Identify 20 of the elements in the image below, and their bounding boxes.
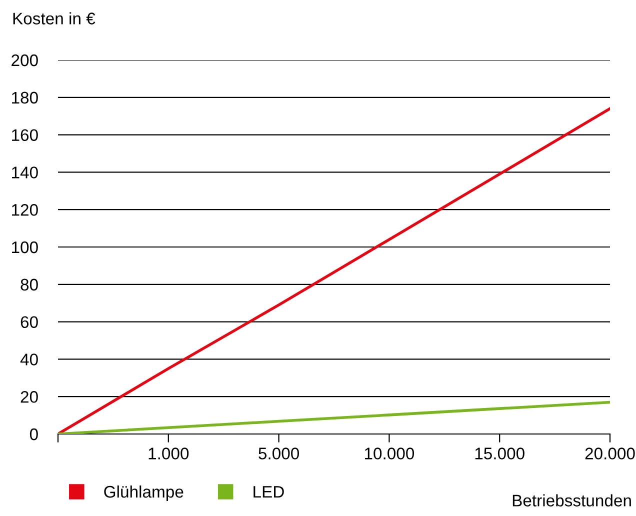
y-tick-label: 100 bbox=[12, 241, 38, 254]
x-axis-title: Betriebsstunden bbox=[512, 494, 631, 506]
x-tick-label: 15.000 bbox=[475, 448, 524, 460]
y-axis-title: Kosten in € bbox=[13, 12, 96, 24]
x-tick-label: 5.000 bbox=[258, 448, 300, 460]
y-tick-label: 120 bbox=[12, 204, 38, 216]
y-tick-label: 20 bbox=[20, 391, 38, 403]
y-tick-label: 80 bbox=[20, 278, 38, 291]
y-tick-label: 200 bbox=[12, 54, 38, 66]
y-tick-label: 180 bbox=[12, 92, 38, 104]
y-tick-label: 140 bbox=[12, 166, 38, 178]
x-tick-label: 20.000 bbox=[585, 448, 635, 460]
y-tick-label: 160 bbox=[12, 129, 38, 142]
y-tick-label: 0 bbox=[30, 428, 38, 440]
x-tick-label: 1.000 bbox=[148, 448, 189, 460]
legend-label: LED bbox=[254, 486, 284, 498]
x-tick-label: 10.000 bbox=[364, 448, 414, 460]
y-tick-label: 40 bbox=[20, 354, 38, 366]
y-tick-label: 60 bbox=[20, 316, 38, 328]
legend-label: Glühlampe bbox=[104, 485, 184, 501]
